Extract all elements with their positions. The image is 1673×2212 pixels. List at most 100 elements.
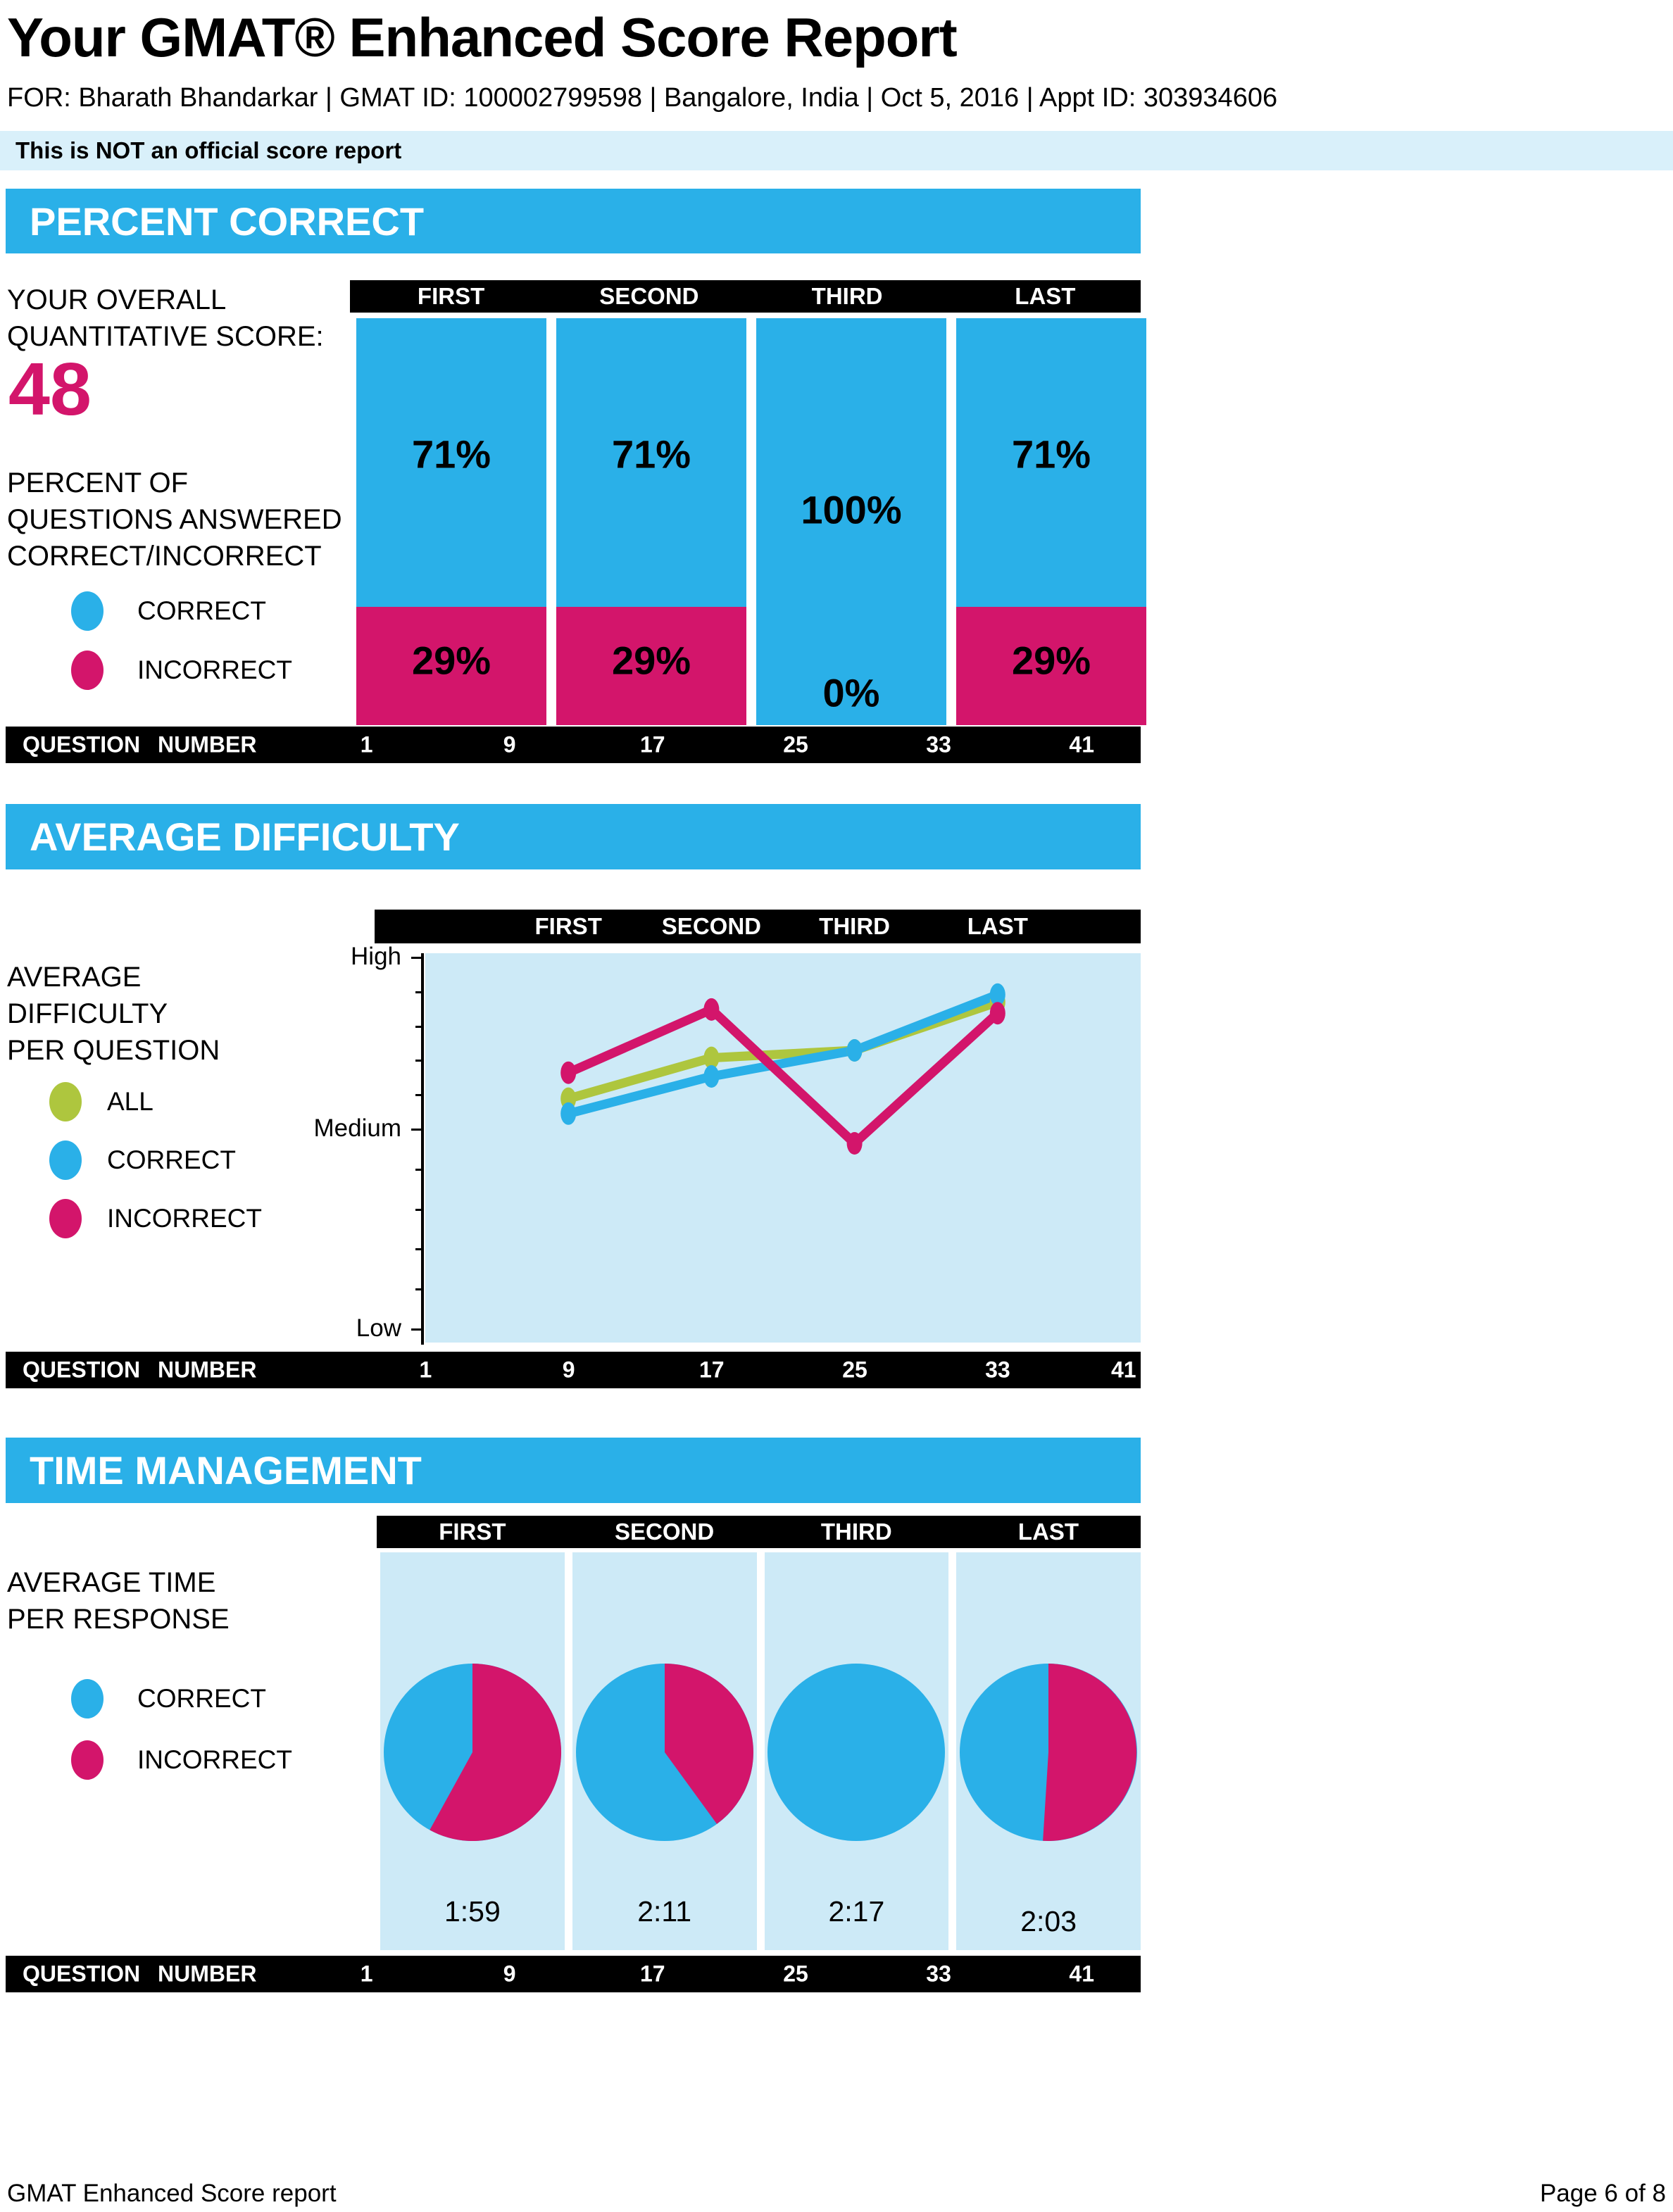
- section-header-time-management: TIME MANAGEMENT: [6, 1438, 1141, 1503]
- correct-marker: [989, 983, 1005, 1006]
- incorrect-pct-label: 0%: [822, 670, 880, 715]
- question-tick-33: 33: [926, 1961, 951, 1987]
- major-tick: [411, 1328, 422, 1331]
- legend-item-correct: CORRECT: [71, 591, 266, 631]
- footer-page-number: Page 6 of 8: [1539, 2180, 1666, 2207]
- correct-pct-label: 71%: [611, 432, 691, 477]
- legend-item-all: ALL: [49, 1082, 153, 1121]
- page-title: Your GMAT® Enhanced Score Report: [7, 6, 958, 68]
- incorrect-slice: [1043, 1664, 1137, 1841]
- correct-segment: [956, 318, 1146, 608]
- all-marker: [703, 1046, 720, 1069]
- bar-column-second: 71% 29%: [556, 318, 746, 725]
- legend-label: CORRECT: [137, 596, 266, 625]
- average-difficulty-line-chart: [425, 953, 1141, 1343]
- incorrect-pct-label: 29%: [1011, 638, 1091, 683]
- question-tick-25: 25: [842, 1357, 867, 1383]
- avg-time-value: 1:59: [444, 1895, 501, 1928]
- minor-tick: [415, 1288, 422, 1291]
- question-tick-41: 41: [1069, 731, 1094, 758]
- minor-tick: [415, 1025, 422, 1028]
- incorrect-marker: [703, 998, 720, 1021]
- incorrect-swatch-icon: [71, 1740, 104, 1780]
- minor-tick: [415, 991, 422, 993]
- question-number-axis: QUESTION NUMBER 1 9 17 25 33 41: [6, 1956, 1141, 1992]
- question-number-label: QUESTION NUMBER: [23, 731, 257, 758]
- period-label-first: FIRST: [439, 1519, 506, 1545]
- legend-item-incorrect: INCORRECT: [71, 1740, 292, 1780]
- period-header-bar: FIRST SECOND THIRD LAST: [377, 1516, 1141, 1548]
- period-label-first: FIRST: [534, 913, 602, 939]
- section-header-percent-correct: PERCENT CORRECT: [6, 189, 1141, 253]
- section-title: TIME MANAGEMENT: [30, 1448, 422, 1493]
- period-label-third: THIRD: [819, 913, 891, 939]
- bar-column-last: 71% 29%: [956, 318, 1146, 725]
- question-tick-33: 33: [926, 731, 951, 758]
- y-axis-label-low: Low: [356, 1314, 401, 1342]
- avg-time-value: 2:03: [1020, 1905, 1077, 1937]
- incorrect-marker: [560, 1061, 577, 1084]
- legend-label: CORRECT: [107, 1145, 236, 1174]
- average-difficulty-description: AVERAGE DIFFICULTY PER QUESTION: [7, 962, 220, 1066]
- period-header-bar: FIRST SECOND THIRD LAST: [350, 280, 1141, 313]
- period-label-second: SECOND: [661, 913, 761, 939]
- correct-swatch-icon: [71, 1679, 104, 1718]
- question-tick-17: 17: [640, 1961, 665, 1987]
- legend-item-incorrect: INCORRECT: [49, 1199, 262, 1238]
- bar-column-third: 100% 0%: [756, 318, 946, 725]
- question-tick-1: 1: [419, 1357, 432, 1383]
- percent-correct-description: PERCENT OF QUESTIONS ANSWERED CORRECT/IN…: [7, 467, 342, 572]
- period-label-third: THIRD: [811, 283, 883, 309]
- correct-slice: [767, 1664, 946, 1841]
- correct-pct-label: 71%: [1011, 432, 1091, 477]
- major-tick: [411, 1129, 422, 1131]
- question-tick-25: 25: [783, 1961, 808, 1987]
- footer-report-name: GMAT Enhanced Score report: [7, 2180, 337, 2207]
- question-tick-9: 9: [503, 731, 516, 758]
- legend-label: CORRECT: [137, 1684, 266, 1713]
- percent-correct-bar-chart: 71% 29% 71% 29% 100% 0% 71% 29%: [356, 318, 1146, 725]
- legend-label: INCORRECT: [137, 655, 292, 684]
- period-label-last: LAST: [967, 913, 1028, 939]
- question-number-axis: QUESTION NUMBER 1 9 17 25 33 41: [6, 727, 1141, 763]
- unofficial-banner-text: This is NOT an official score report: [15, 137, 402, 163]
- legend-item-incorrect: INCORRECT: [71, 651, 292, 690]
- incorrect-slice: [430, 1664, 561, 1841]
- incorrect-segment: [556, 607, 746, 725]
- correct-segment: [356, 318, 546, 608]
- avg-time-value: 2:17: [828, 1895, 885, 1928]
- question-tick-25: 25: [783, 731, 808, 758]
- period-label-third: THIRD: [820, 1519, 892, 1545]
- incorrect-swatch-icon: [71, 651, 104, 690]
- question-number-label: QUESTION NUMBER: [23, 1961, 257, 1987]
- minor-tick: [415, 1248, 422, 1251]
- quant-score-value: 48: [8, 348, 92, 431]
- minor-tick: [415, 1168, 422, 1171]
- correct-pct-label: 100%: [801, 487, 902, 532]
- correct-marker: [560, 1102, 577, 1125]
- incorrect-slice: [664, 1664, 753, 1824]
- period-label-last: LAST: [1015, 283, 1076, 309]
- incorrect-segment: [356, 607, 546, 725]
- question-tick-9: 9: [503, 1961, 516, 1987]
- section-title: PERCENT CORRECT: [30, 199, 425, 244]
- avg-time-value: 2:11: [637, 1895, 692, 1928]
- incorrect-swatch-icon: [49, 1199, 82, 1238]
- question-tick-33: 33: [985, 1357, 1010, 1383]
- correct-segment: [556, 318, 746, 608]
- period-header-bar: FIRST SECOND THIRD LAST: [375, 910, 1141, 943]
- question-tick-41: 41: [1111, 1357, 1136, 1383]
- unofficial-banner: This is NOT an official score report: [0, 131, 1673, 170]
- avg-time-pie: [767, 1664, 946, 1841]
- period-label-last: LAST: [1017, 1519, 1079, 1545]
- all-swatch-icon: [49, 1082, 82, 1121]
- avg-time-pie: [383, 1664, 561, 1841]
- question-tick-17: 17: [699, 1357, 725, 1383]
- legend-label: INCORRECT: [137, 1745, 292, 1774]
- correct-marker: [703, 1065, 720, 1088]
- correct-marker: [846, 1039, 863, 1062]
- y-axis-line: [421, 953, 424, 1345]
- question-number-axis: QUESTION NUMBER 1 9 17 25 33 41: [6, 1352, 1141, 1388]
- incorrect-marker: [846, 1132, 863, 1155]
